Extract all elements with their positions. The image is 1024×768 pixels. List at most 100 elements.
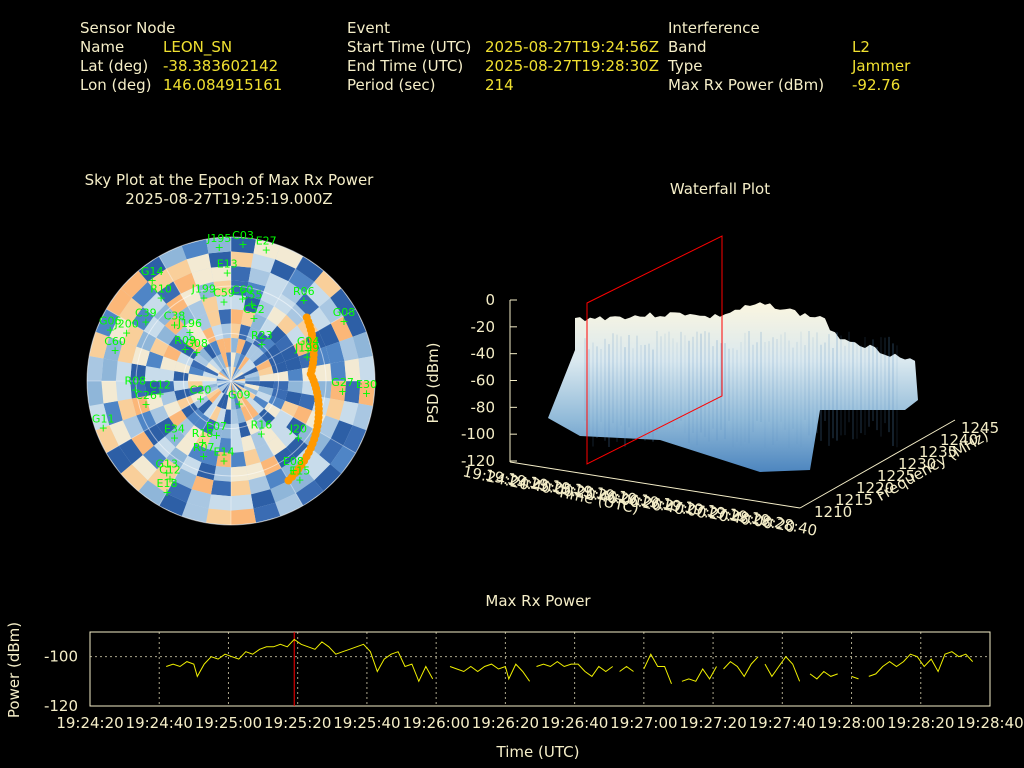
- sky-power-bin: [231, 371, 244, 381]
- satellite-label: G08: [333, 306, 356, 319]
- sky-power-bin: [117, 398, 137, 421]
- sky-power-bin: [220, 381, 231, 392]
- sky-power-bin: [166, 259, 192, 282]
- sky-power-bin: [226, 366, 231, 381]
- satellite-marker: +: [289, 464, 298, 477]
- x-tick-label: 19:27:20: [679, 714, 746, 732]
- sky-power-bin: [168, 409, 187, 428]
- sky-power-bin: [186, 336, 204, 354]
- sky-power-bin: [145, 351, 164, 369]
- waterfall-time-tick-label: 19:24:20: [461, 462, 531, 494]
- chart-frame: [89, 631, 991, 707]
- sky-power-bin: [285, 356, 302, 371]
- sky-power-bin: [236, 338, 246, 354]
- sky-power-bin: [298, 393, 317, 411]
- sky-power-bin: [143, 316, 165, 338]
- sensor-lat-value: -38.383602142: [163, 57, 279, 75]
- sky-power-bin: [109, 420, 132, 446]
- sky-power-bin: [175, 436, 195, 456]
- satellite-label: E14: [214, 446, 235, 459]
- sky-elevation-ring: [86, 236, 376, 526]
- sky-power-bin: [211, 265, 231, 282]
- sky-power-bin: [286, 325, 306, 345]
- sky-power-bin: [147, 268, 174, 293]
- sky-azimuth-spoke: [158, 256, 232, 382]
- interference-type-label: Type: [668, 57, 703, 75]
- sky-power-bin: [301, 366, 318, 381]
- satellite-label: G04: [297, 335, 320, 348]
- sky-power-bin: [267, 436, 287, 456]
- sky-power-bin: [228, 381, 231, 396]
- satellite-marker: +: [170, 318, 179, 331]
- satellite-marker: +: [212, 429, 221, 442]
- satellite-marker: +: [235, 398, 244, 411]
- psd-tick-label: -20: [471, 318, 496, 336]
- sky-power-bin: [187, 299, 207, 319]
- sky-power-bin: [314, 270, 342, 298]
- sky-power-bin: [231, 251, 254, 268]
- sky-power-bin: [352, 403, 373, 431]
- sky-power-bin: [181, 344, 198, 360]
- sky-power-bin: [201, 295, 219, 314]
- sky-power-bin: [203, 366, 219, 377]
- sky-power-bin: [186, 408, 204, 426]
- psd-tick-label: -40: [471, 345, 496, 363]
- sky-power-bin: [216, 338, 226, 354]
- jammer-track-point: [308, 334, 317, 343]
- sky-power-bin: [318, 415, 340, 439]
- sky-power-bin: [274, 293, 296, 315]
- sky-power-bin: [208, 494, 231, 511]
- jammer-track-point: [314, 396, 323, 405]
- sky-power-bin: [118, 438, 143, 465]
- satellite-label: G13: [155, 458, 178, 471]
- sky-power-bin: [138, 480, 167, 506]
- satellite-marker: +: [196, 393, 205, 406]
- psd-tick-label: -100: [461, 425, 495, 443]
- satellite-label: E30: [356, 378, 377, 391]
- sky-power-bin: [288, 469, 315, 494]
- sky-power-bin: [330, 445, 356, 474]
- time-axis-line: [509, 461, 801, 509]
- waterfall-time-tick-label: 19:27:20: [661, 494, 731, 526]
- sky-power-bin: [339, 336, 359, 361]
- satellite-marker: +: [238, 238, 247, 251]
- x-tick-label: 19:27:00: [610, 714, 677, 732]
- sky-power-bin: [136, 410, 157, 432]
- satellite-label: R06: [293, 285, 315, 298]
- sky-power-bin: [168, 334, 187, 353]
- sky-power-bin: [280, 400, 299, 417]
- sky-power-bin: [143, 424, 165, 446]
- sky-power-bin: [231, 309, 244, 325]
- sky-power-bin: [130, 363, 146, 381]
- sky-power-bin: [268, 352, 286, 367]
- sky-power-bin: [173, 371, 189, 381]
- sky-power-bin: [187, 443, 207, 463]
- sky-power-bin: [194, 414, 210, 431]
- sky-power-bin: [251, 253, 276, 273]
- sky-power-bin: [231, 381, 239, 395]
- sky-power-bin: [209, 405, 222, 422]
- sky-power-bin: [187, 373, 203, 381]
- interference-power-label: Max Rx Power (dBm): [668, 76, 825, 94]
- sky-power-bin: [245, 326, 260, 344]
- jammer-track-point: [309, 358, 318, 367]
- x-tick-label: 19:27:40: [749, 714, 816, 732]
- sky-power-bin: [153, 303, 176, 326]
- satellite-marker: +: [295, 473, 304, 486]
- sky-power-bin: [344, 381, 361, 404]
- sky-power-bin: [206, 310, 221, 327]
- sky-power-bin: [339, 401, 359, 426]
- sky-power-bin: [231, 381, 236, 396]
- satellite-label: C38: [164, 309, 186, 322]
- satellite-label: G27: [331, 376, 354, 389]
- jammer-track-point: [284, 476, 293, 485]
- sky-power-bin: [220, 370, 231, 381]
- satellite-label: J196: [177, 317, 202, 330]
- x-tick-label: 19:25:00: [195, 714, 262, 732]
- sky-power-bin: [235, 393, 246, 409]
- satellite-label: R10: [150, 283, 172, 296]
- sky-power-bin: [258, 336, 276, 354]
- sky-power-bin: [286, 436, 309, 459]
